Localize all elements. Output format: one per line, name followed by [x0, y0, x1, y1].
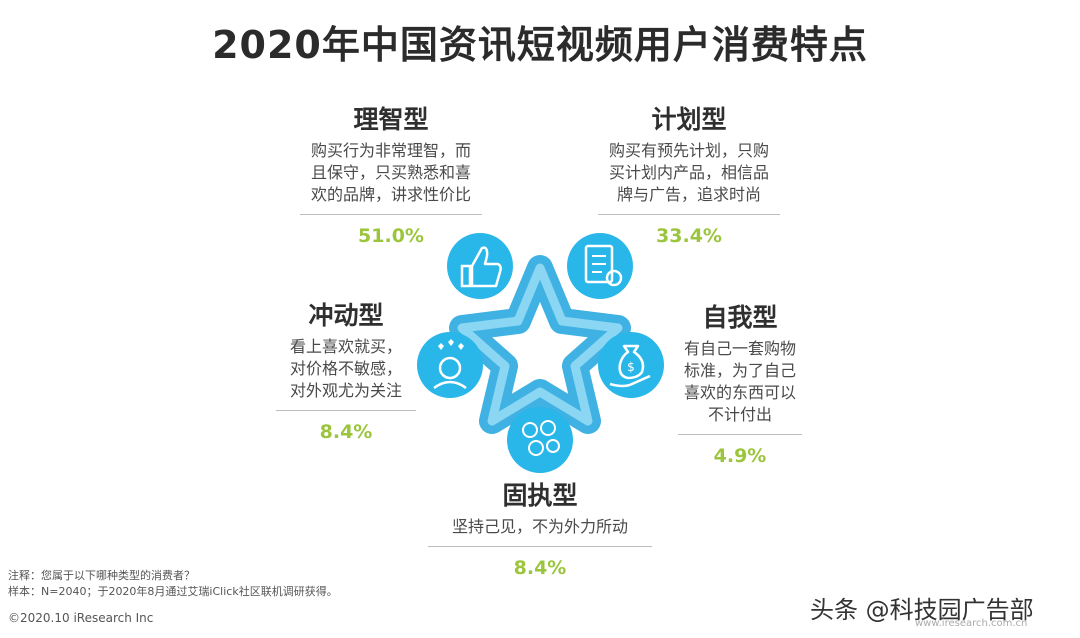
- data-label-rational: 51.0%: [358, 225, 424, 247]
- desc-line: 看上喜欢就买，: [289, 337, 402, 356]
- desc-line: 标准，为了自己: [683, 361, 796, 380]
- data-label-impulse: 8.4%: [319, 421, 373, 443]
- data-label-planned: 33.4%: [656, 225, 722, 247]
- watermark: 头条 @科技园广告部: [810, 596, 1034, 624]
- thumbs-up-icon: [447, 233, 513, 299]
- divider: [428, 546, 652, 547]
- segment-name: 冲动型: [308, 301, 384, 330]
- segment-impulse: 冲动型 看上喜欢就买， 对价格不敏感， 对外观尤为关注 8.4%: [276, 296, 416, 443]
- page-title: 2020年中国资讯短视频用户消费特点: [212, 23, 868, 67]
- desc-line: 对价格不敏感，: [289, 359, 402, 378]
- segment-description: 看上喜欢就买， 对价格不敏感， 对外观尤为关注: [276, 336, 416, 402]
- clipboard-checklist-icon: [567, 233, 633, 299]
- segment-planned: 计划型 购买有预先计划，只购 买计划内产品，相信品 牌与广告，追求时尚 33.4…: [598, 100, 780, 247]
- segment-self: 自我型 有自己一套购物 标准，为了自己 喜欢的东西可以 不计付出 4.9%: [678, 298, 802, 467]
- desc-line: 坚持己见，不为外力所动: [451, 517, 628, 536]
- site-url: www.iresearch.com.cn: [915, 618, 1028, 629]
- divider: [276, 410, 416, 411]
- segment-description: 购买行为非常理智，而 且保守，只买熟悉和喜 欢的品牌，讲求性价比: [300, 140, 482, 206]
- divider: [598, 214, 780, 215]
- desc-line: 且保守，只买熟悉和喜: [310, 163, 471, 182]
- segment-stubborn: 固执型 坚持己见，不为外力所动 8.4%: [428, 476, 652, 579]
- desc-line: 喜欢的东西可以: [683, 383, 796, 402]
- desc-line: 不计付出: [707, 405, 772, 424]
- segment-description: 购买有预先计划，只购 买计划内产品，相信品 牌与广告，追求时尚: [598, 140, 780, 206]
- desc-line: 牌与广告，追求时尚: [616, 185, 761, 204]
- footnote-line: 注释：您属于以下哪种类型的消费者？: [8, 569, 195, 582]
- desc-line: 购买有预先计划，只购: [608, 141, 769, 160]
- hearts-person-icon: [417, 332, 483, 398]
- star-diagram: $: [417, 233, 664, 473]
- segment-description: 坚持己见，不为外力所动: [428, 516, 652, 538]
- segment-name: 计划型: [651, 105, 727, 134]
- desc-line: 对外观尤为关注: [289, 381, 402, 400]
- desc-line: 购买行为非常理智，而: [310, 141, 471, 160]
- money-bag-hand-icon: $: [598, 332, 664, 398]
- desc-line: 欢的品牌，讲求性价比: [310, 185, 471, 204]
- segment-name: 固执型: [502, 481, 578, 510]
- data-label-self: 4.9%: [713, 445, 767, 467]
- segment-description: 有自己一套购物 标准，为了自己 喜欢的东西可以 不计付出: [678, 338, 802, 426]
- star-shape: [449, 255, 631, 434]
- data-label-stubborn: 8.4%: [513, 557, 567, 579]
- segment-name: 理智型: [353, 105, 429, 134]
- desc-line: 买计划内产品，相信品: [608, 163, 769, 182]
- footnote-line: 样本：N=2040；于2020年8月通过艾瑞iClick社区联机调研获得。: [8, 585, 338, 598]
- segment-rational: 理智型 购买行为非常理智，而 且保守，只买熟悉和喜 欢的品牌，讲求性价比 51.…: [300, 100, 482, 247]
- divider: [300, 214, 482, 215]
- footnote: 注释：您属于以下哪种类型的消费者？ 样本：N=2040；于2020年8月通过艾瑞…: [8, 568, 338, 600]
- copyright: ©2020.10 iResearch Inc: [8, 611, 154, 625]
- desc-line: 有自己一套购物: [683, 339, 796, 358]
- segment-name: 自我型: [702, 303, 778, 332]
- faces-head-icon: [507, 407, 573, 473]
- divider: [678, 434, 802, 435]
- svg-text:$: $: [627, 360, 635, 374]
